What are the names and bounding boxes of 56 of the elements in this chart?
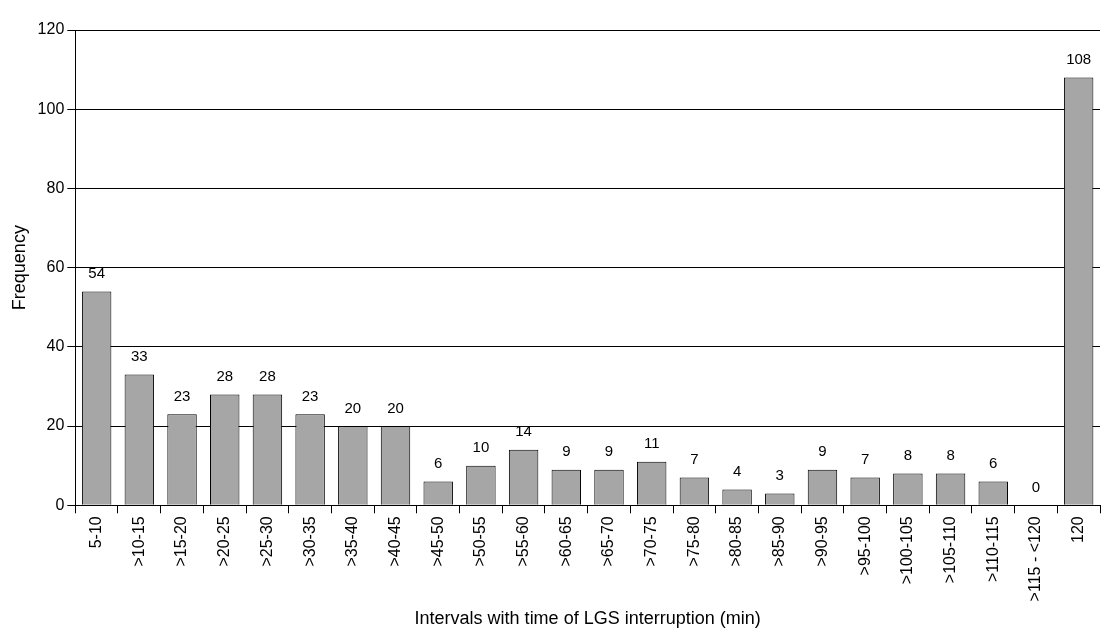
data-label: 8 — [903, 446, 913, 464]
y-tick-label: 40 — [46, 337, 65, 355]
data-label: 54 — [88, 264, 105, 282]
data-label: 33 — [131, 347, 148, 365]
x-tick-label: >30-35 — [300, 516, 318, 567]
data-label: 9 — [818, 442, 827, 460]
data-label: 10 — [472, 438, 490, 456]
x-tick-label: >25-30 — [257, 516, 275, 567]
x-tick-label: >10-15 — [129, 516, 147, 567]
data-label: 23 — [301, 386, 319, 404]
x-tick-label: >15-20 — [172, 516, 190, 567]
x-axis-title: Intervals with time of LGS interruption (min) — [414, 608, 761, 629]
x-tick-label: >105-110 — [940, 516, 958, 584]
data-label: 8 — [946, 446, 955, 464]
x-tick-label: >115 - <120 — [1026, 516, 1044, 602]
data-label: 6 — [989, 454, 998, 472]
data-label: 108 — [1066, 50, 1092, 68]
data-label: 9 — [604, 442, 614, 460]
data-label: 20 — [387, 398, 404, 416]
x-tick-label: >50-55 — [471, 516, 489, 567]
y-tick-label: 120 — [37, 20, 65, 38]
y-tick-label: 80 — [46, 178, 65, 196]
x-tick-label: >40-45 — [385, 516, 403, 567]
x-tick-label: 5-10 — [87, 516, 105, 549]
data-label: 11 — [643, 434, 660, 452]
data-label: 4 — [732, 462, 742, 480]
data-label: 7 — [690, 450, 699, 468]
x-tick-label: >60-65 — [556, 516, 574, 567]
x-tick-label: >20-25 — [215, 516, 233, 567]
y-tick-label: 60 — [46, 258, 65, 276]
data-label: 28 — [259, 367, 276, 385]
x-tick-label: >100-105 — [898, 516, 916, 585]
y-tick-label: 100 — [37, 99, 65, 117]
x-tick-label: >55-60 — [514, 516, 532, 567]
x-tick-label: >110-115 — [983, 516, 1001, 582]
x-tick-label: >85-90 — [770, 516, 788, 567]
x-tick-label: 120 — [1069, 516, 1087, 543]
data-label: 23 — [173, 386, 191, 404]
x-tick-label: >45-50 — [428, 516, 446, 567]
x-tick-label: >75-80 — [684, 516, 702, 567]
x-tick-label: >65-70 — [599, 516, 617, 567]
y-axis-title: Frequency — [8, 225, 29, 311]
x-tick-label: >35-40 — [343, 516, 361, 567]
x-tick-label: >90-95 — [812, 516, 830, 567]
x-tick-label: >80-85 — [727, 516, 745, 567]
data-label: 3 — [775, 466, 784, 484]
data-label: 20 — [344, 398, 362, 416]
x-tick-label: >70-75 — [642, 516, 660, 567]
data-label: 9 — [562, 442, 571, 460]
data-label: 28 — [216, 367, 234, 385]
y-tick-label: 0 — [55, 495, 65, 513]
y-tick-label: 20 — [46, 416, 65, 434]
data-label: 6 — [434, 454, 443, 472]
data-label: 0 — [1031, 477, 1041, 495]
x-tick-label: >95-100 — [855, 516, 873, 576]
data-label: 7 — [861, 450, 870, 468]
